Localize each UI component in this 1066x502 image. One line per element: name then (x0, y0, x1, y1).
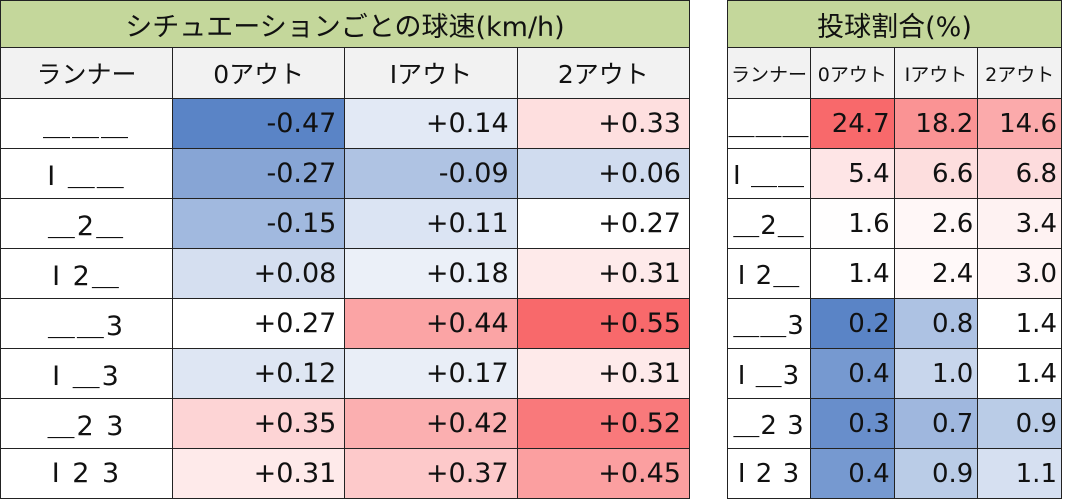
ratio-row: ＿＿＿ 24.7 18.2 14.6 (727, 98, 1062, 149)
ratio-runner-label: ＿＿3 (727, 298, 811, 349)
ratio-value-cell: 2.6 (893, 198, 979, 249)
ratio-value-cell: 2.4 (893, 248, 979, 299)
ratio-value-cell: 1.1 (977, 448, 1062, 499)
speed-value-cell: +0.55 (516, 298, 691, 349)
ratio-row: I ＿3 0.4 1.0 1.4 (727, 348, 1062, 399)
speed-value-cell: +0.11 (344, 198, 518, 249)
ratio-value-cell: 1.0 (893, 348, 979, 399)
ratio-value-cell: 14.6 (977, 98, 1062, 149)
ratio-value-cell: 24.7 (810, 98, 895, 149)
speed-row: I ＿＿ -0.27 -0.09 +0.06 (0, 148, 691, 199)
speed-row: ＿＿＿ -0.47 +0.14 +0.33 (0, 98, 691, 149)
speed-row: I 2 3 +0.31 +0.37 +0.45 (0, 448, 691, 499)
ratio-value-cell: 6.6 (893, 148, 979, 199)
speed-value-cell: +0.14 (344, 98, 518, 149)
speed-row: I 2＿ +0.08 +0.18 +0.31 (0, 248, 691, 299)
speed-runner-label: I 2 3 (0, 448, 173, 499)
speed-col-header: 2アウト (516, 47, 691, 99)
ratio-value-cell: 1.4 (977, 298, 1062, 349)
ratio-value-cell: 1.4 (810, 248, 895, 299)
speed-col-header: Iアウト (344, 47, 518, 99)
speed-value-cell: +0.37 (344, 448, 518, 499)
speed-runner-label: ＿＿3 (0, 298, 173, 349)
speed-row: ＿＿3 +0.27 +0.44 +0.55 (0, 298, 691, 349)
speed-value-cell: +0.17 (344, 348, 518, 399)
ratio-value-cell: 0.9 (977, 398, 1062, 449)
speed-row-header: ランナー (0, 47, 173, 99)
speed-runner-label: I ＿3 (0, 348, 173, 399)
speed-value-cell: +0.33 (516, 98, 691, 149)
speed-value-cell: +0.31 (171, 448, 346, 499)
ratio-runner-label: ＿2＿ (727, 198, 811, 249)
speed-value-cell: +0.27 (516, 198, 691, 249)
ratio-value-cell: 1.4 (977, 348, 1062, 399)
speed-runner-label: I 2＿ (0, 248, 173, 299)
ratio-value-cell: 0.4 (810, 448, 895, 499)
speed-value-cell: -0.27 (171, 148, 346, 199)
ratio-runner-label: ＿2 3 (727, 398, 811, 449)
ratio-row: ＿2 3 0.3 0.7 0.9 (727, 398, 1062, 449)
speed-value-cell: +0.08 (171, 248, 346, 299)
ratio-value-cell: 0.4 (810, 348, 895, 399)
speed-table: シチュエーションごとの球速(km/h) ランナー 0アウト Iアウト 2アウト … (0, 0, 691, 499)
ratio-value-cell: 1.6 (810, 198, 895, 249)
ratio-runner-label: I 2＿ (727, 248, 811, 299)
speed-runner-label: ＿2＿ (0, 198, 173, 249)
speed-value-cell: +0.18 (344, 248, 518, 299)
ratio-row: ＿＿3 0.2 0.8 1.4 (727, 298, 1062, 349)
ratio-runner-label: I ＿＿ (727, 148, 811, 199)
ratio-value-cell: 0.7 (893, 398, 979, 449)
ratio-value-cell: 0.2 (810, 298, 895, 349)
speed-value-cell: +0.52 (516, 398, 691, 449)
speed-value-cell: +0.45 (516, 448, 691, 499)
ratio-col-header: Iアウト (893, 47, 979, 99)
speed-value-cell: +0.12 (171, 348, 346, 399)
ratio-value-cell: 0.9 (893, 448, 979, 499)
ratio-value-cell: 3.4 (977, 198, 1062, 249)
ratio-col-header: 0アウト (810, 47, 895, 99)
ratio-value-cell: 5.4 (810, 148, 895, 199)
ratio-value-cell: 6.8 (977, 148, 1062, 199)
speed-runner-label: ＿＿＿ (0, 98, 173, 149)
ratio-row: I 2 3 0.4 0.9 1.1 (727, 448, 1062, 499)
speed-value-cell: +0.35 (171, 398, 346, 449)
ratio-table: 投球割合(%) ランナー 0アウト Iアウト 2アウト ＿＿＿ 24.7 18.2 1… (727, 0, 1062, 499)
speed-row: ＿2＿ -0.15 +0.11 +0.27 (0, 198, 691, 249)
speed-value-cell: +0.31 (516, 348, 691, 399)
speed-row: I ＿3 +0.12 +0.17 +0.31 (0, 348, 691, 399)
ratio-row: I ＿＿ 5.4 6.6 6.8 (727, 148, 1062, 199)
speed-runner-label: ＿2 3 (0, 398, 173, 449)
ratio-row-header: ランナー (727, 47, 811, 99)
speed-value-cell: -0.09 (344, 148, 518, 199)
ratio-value-cell: 18.2 (893, 98, 979, 149)
ratio-row: ＿2＿ 1.6 2.6 3.4 (727, 198, 1062, 249)
ratio-value-cell: 0.3 (810, 398, 895, 449)
speed-value-cell: +0.06 (516, 148, 691, 199)
ratio-value-cell: 3.0 (977, 248, 1062, 299)
ratio-table-title: 投球割合(%) (727, 0, 1062, 48)
speed-value-cell: +0.27 (171, 298, 346, 349)
speed-row: ＿2 3 +0.35 +0.42 +0.52 (0, 398, 691, 449)
ratio-row: I 2＿ 1.4 2.4 3.0 (727, 248, 1062, 299)
ratio-col-header: 2アウト (977, 47, 1062, 99)
speed-runner-label: I ＿＿ (0, 148, 173, 199)
speed-value-cell: -0.15 (171, 198, 346, 249)
speed-value-cell: -0.47 (171, 98, 346, 149)
ratio-runner-label: I 2 3 (727, 448, 811, 499)
ratio-runner-label: ＿＿＿ (727, 98, 811, 149)
speed-value-cell: +0.44 (344, 298, 518, 349)
ratio-value-cell: 0.8 (893, 298, 979, 349)
speed-table-title: シチュエーションごとの球速(km/h) (0, 0, 690, 48)
speed-value-cell: +0.31 (516, 248, 691, 299)
speed-col-header: 0アウト (171, 47, 346, 99)
ratio-runner-label: I ＿3 (727, 348, 811, 399)
speed-value-cell: +0.42 (344, 398, 518, 449)
